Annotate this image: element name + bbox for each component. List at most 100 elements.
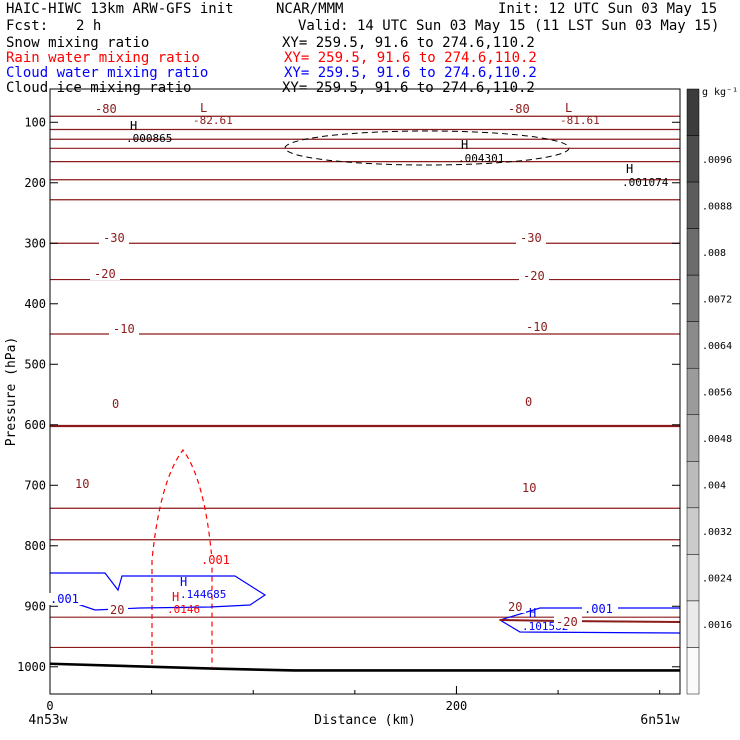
field-snow-xy: XY= 259.5, 91.6 to 274.6,110.2	[282, 35, 535, 51]
rain-water-contour	[151, 448, 213, 668]
extremum-letter: H	[529, 606, 536, 620]
temperature-contour-label: 10	[75, 477, 89, 491]
temperature-contour-label: 0	[525, 395, 532, 409]
colorbar-label: .004	[702, 481, 726, 492]
plot-frame	[49, 88, 681, 695]
contour-label-bg	[90, 268, 120, 280]
colorbar-label: .0032	[702, 527, 732, 538]
contour-label-bg	[91, 103, 121, 115]
contour-label-bg	[519, 270, 549, 282]
field-cloudice-name: Cloud ice mixing ratio	[6, 80, 192, 96]
extra-label-bg	[582, 603, 618, 615]
x-axis-title: Distance (km)	[314, 713, 416, 728]
colorbar-segment	[686, 461, 700, 509]
colorbar: .0096 .0088 .008 .0072 .0064 .0056 .0048 .004 .0…	[686, 87, 738, 695]
temperature-contour-label: -10	[526, 320, 548, 334]
contour-labels: -80 -80-30 -30-20 -20-10 -100 010 10H.000865L-…	[48, 101, 669, 633]
extremum-letter: H	[130, 119, 137, 133]
extremum-value: .000865	[126, 132, 172, 145]
moisture-features	[49, 130, 681, 672]
field-rain-xy: XY= 259.5, 91.6 to 274.6,110.2	[284, 50, 537, 66]
extremum-value: .144685	[180, 588, 226, 601]
colorbar-segment	[686, 135, 700, 183]
extremum-value: -82.61	[193, 114, 233, 127]
y-tick-label: 500	[24, 357, 46, 371]
colorbar-segment	[686, 600, 700, 648]
colorbar-segment	[686, 228, 700, 276]
colorbar-segment	[686, 414, 700, 462]
field-snow-name: Snow mixing ratio	[6, 35, 150, 51]
colorbar-segment	[686, 507, 700, 555]
y-tick-label: 1000	[17, 660, 46, 674]
temperature-contours	[50, 115, 680, 649]
colorbar-label: .0088	[702, 201, 732, 212]
colorbar-segment	[686, 554, 700, 602]
extremum-letter: H	[461, 138, 468, 152]
valid-time: Valid: 14 UTC Sun 03 May 15 (11 LST Sun …	[298, 18, 720, 34]
y-tick-label: 600	[24, 418, 46, 432]
contour-label: 20	[508, 600, 522, 614]
contour-label: .001	[50, 592, 79, 606]
y-tick-label: 700	[24, 478, 46, 492]
temperature-contour-label: -30	[103, 231, 125, 245]
temperature-contour-label: -80	[508, 102, 530, 116]
extremum-letter: H	[172, 590, 179, 604]
temperature-contour-label: -20	[94, 267, 116, 281]
extremum-value: .001074	[622, 176, 669, 189]
contour-label-bg	[518, 482, 540, 494]
temperature-contour-label: -20	[523, 269, 545, 283]
colorbar-segment	[686, 367, 700, 416]
extra-label-bg	[506, 601, 526, 613]
contour-label-bg	[71, 478, 93, 490]
contour-label: .001	[584, 602, 613, 616]
contour-label-bg	[109, 323, 139, 335]
plot-border	[49, 88, 681, 695]
forecast-hours: 2 h	[76, 18, 102, 34]
field-rain-name: Rain water mixing ratio	[6, 50, 200, 66]
field-cloudwater-xy: XY= 259.5, 91.6 to 274.6,110.2	[284, 65, 537, 81]
y-tick-label: 400	[24, 297, 46, 311]
y-tick-label: 100	[24, 115, 46, 129]
extremum-value: .0146	[167, 603, 200, 616]
contour-label-bg	[516, 232, 546, 244]
colorbar-label: .0056	[702, 388, 732, 399]
colorbar-segment	[686, 647, 700, 695]
cloud-water-contour	[49, 572, 267, 611]
extremum-letter: H	[180, 575, 187, 589]
colorbar-unit: g kg⁻¹	[702, 87, 738, 98]
temperature-contour-label: -80	[95, 102, 117, 116]
colorbar-label: .0016	[702, 620, 732, 631]
temperature-contour-label: 10	[522, 481, 536, 495]
colorbar-label: .0072	[702, 294, 732, 305]
field-cloudice-xy: XY= 259.5, 91.6 to 274.6,110.2	[282, 80, 535, 96]
extremum-letter: H	[626, 162, 633, 176]
ground-surface-line	[49, 662, 680, 672]
extremum-value: -81.61	[560, 114, 600, 127]
colorbar-label: .0096	[702, 155, 732, 166]
contour-label: -20	[556, 615, 578, 629]
y-axis-title: Pressure (hPa)	[4, 337, 19, 447]
colorbar-segment	[686, 88, 700, 136]
y-tick-label: 200	[24, 176, 46, 190]
colorbar-segment	[686, 181, 700, 229]
organization-label: NCAR/MMM	[276, 1, 344, 17]
colorbar-label: .0064	[702, 341, 732, 352]
colorbar-segment	[686, 321, 700, 369]
colorbar-label: .0024	[702, 574, 732, 585]
init-time: Init: 12 UTC Sun 03 May 15	[498, 1, 718, 17]
contour-label-bg	[521, 396, 535, 408]
x-tick-label: 0	[46, 699, 53, 713]
extra-label-bg	[554, 616, 582, 628]
extra-label-bg	[199, 554, 235, 566]
y-tick-label: 800	[24, 539, 46, 553]
field-cloudwater-name: Cloud water mixing ratio	[6, 65, 209, 81]
colorbar-label: .0048	[702, 434, 732, 445]
colorbar-segment	[686, 274, 700, 322]
contour-label-bg	[108, 398, 122, 410]
x-tick-label: 200	[446, 699, 468, 713]
contour-label-bg	[99, 232, 129, 244]
left-endpoint-label: 4n53w	[28, 713, 67, 728]
temperature-contour-label: 0	[112, 397, 119, 411]
